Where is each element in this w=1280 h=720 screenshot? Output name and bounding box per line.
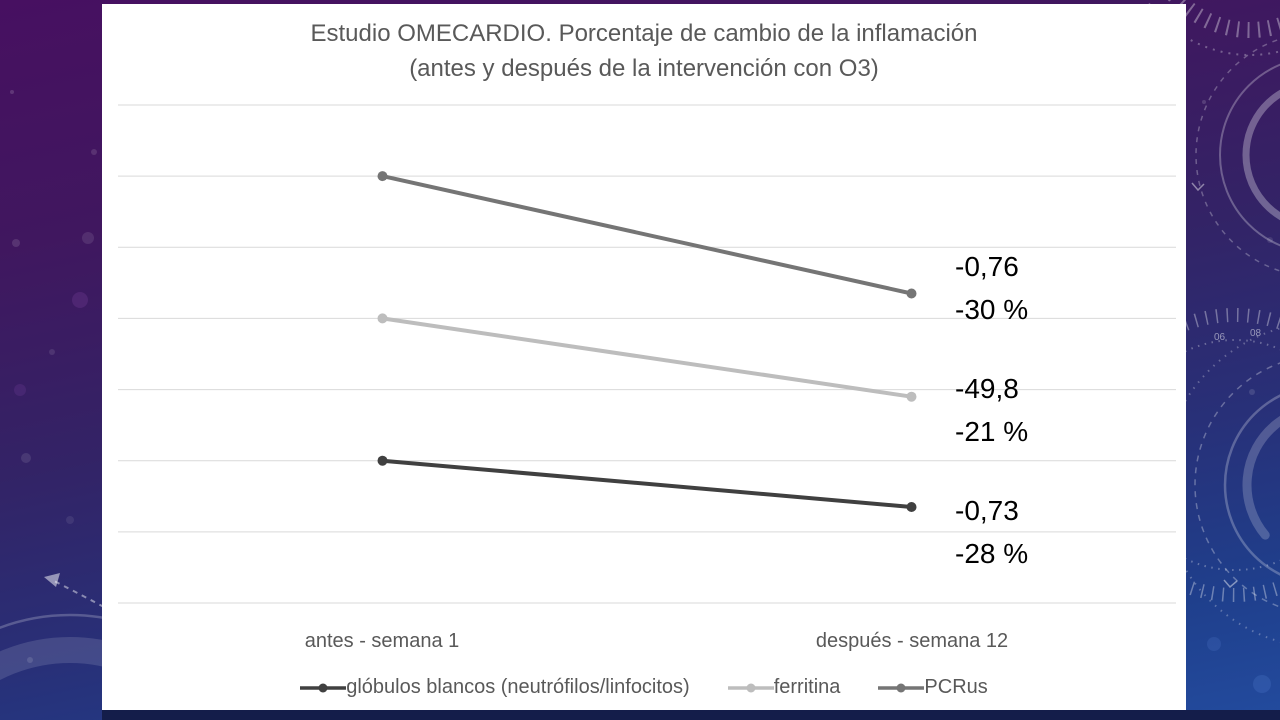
value-label-line: -0,73 [955,495,1019,526]
line-marker-icon [727,683,774,692]
dial-number: 06 [1214,332,1226,343]
series-line [382,174,912,296]
x-axis-label-antes: antes - semana 1 [304,630,460,652]
dial-right-upper-icon [1191,38,1280,272]
series-line [382,316,912,399]
data-point [377,171,388,182]
chart-title-line1: Estudio OMECARDIO. Porcentaje de cambio … [310,20,978,47]
line-marker-icon [878,683,925,692]
legend-item-globulos: glóbulos blancos (neutrófilos/linfocitos… [300,676,690,699]
arcs-bottom-left-icon [0,613,248,720]
x-axis-label-despues: después - semana 12 [815,630,1009,652]
chart-panel: Estudio OMECARDIO. Porcentaje de cambio … [102,4,1186,710]
value-label-globulos: -0,73 -28 % [955,489,1028,575]
value-label-line: -21 % [955,416,1029,447]
legend: glóbulos blancos (neutrófilos/linfocitos… [102,676,1186,699]
data-point [906,502,917,512]
value-label-line: -49,8 [955,373,1019,404]
data-point [377,313,388,324]
dashed-arrow-left-icon [44,573,105,608]
bokeh-dots [10,90,1273,693]
legend-label: PCRus [924,676,988,698]
value-label-line: -28 % [955,538,1029,569]
chart-title: Estudio OMECARDIO. Porcentaje de cambio … [102,16,1186,86]
data-point [377,455,388,466]
dial-number: 08 [1250,328,1262,339]
dial-right-lower-icon [1161,327,1280,643]
series-line [382,458,912,509]
legend-label: glóbulos blancos (neutrófilos/linfocitos… [346,676,690,698]
dial-scale-right-icon: 06 08 [1088,308,1280,602]
value-label-pcrus: -0,76 -30 % [955,245,1028,331]
chart-title-line2: (antes y después de la intervención con … [409,55,879,82]
legend-label: ferritina [773,676,841,698]
data-point [906,391,917,402]
legend-item-ferritina: ferritina [727,676,841,699]
legend-item-pcrus: PCRus [878,676,988,699]
plot-area [118,104,1176,604]
bottom-accent-bar [102,710,1280,720]
value-label-line: -0,76 [955,251,1019,282]
value-label-line: -30 % [955,294,1029,325]
line-marker-icon [300,683,347,692]
value-label-ferritina: -49,8 -21 % [955,367,1028,453]
data-point [906,288,917,299]
